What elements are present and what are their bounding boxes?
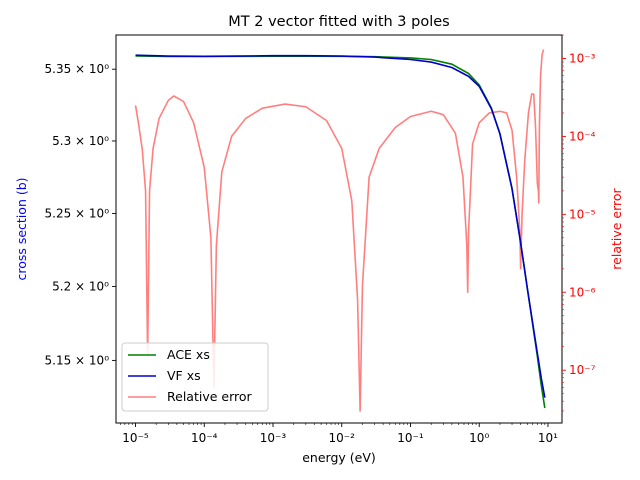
y-right-tick-label-1: 10⁻⁶	[569, 285, 596, 299]
x-tick-label-3: 10⁻²	[329, 431, 356, 445]
series-line-vf-xs	[135, 54, 546, 398]
x-tick-label-6: 10¹	[538, 431, 558, 445]
x-tick-label-5: 10⁰	[469, 431, 489, 445]
y-right-tick-label-3: 10⁻⁴	[569, 129, 596, 143]
y-axis-right-label: relative error	[609, 187, 624, 269]
legend-label-vf: VF xs	[167, 368, 201, 383]
series-line-relative-error	[134, 49, 545, 412]
y-left-tick-label-4: 5.35 × 10⁰	[45, 62, 110, 76]
series-layer	[134, 49, 546, 412]
y-left-tick-label-2: 5.25 × 10⁰	[45, 206, 110, 220]
legend-box	[121, 342, 269, 412]
x-axis-label: energy (eV)	[302, 450, 376, 465]
y-left-tick-label-1: 5.2 × 10⁰	[52, 280, 109, 294]
legend: ACE xs VF xs Relative error	[121, 342, 269, 412]
x-tick-label-0: 10⁻⁵	[122, 431, 149, 445]
legend-label-error: Relative error	[167, 389, 253, 404]
y-right-tick-label-0: 10⁻⁷	[569, 363, 596, 377]
y-left-tick-label-3: 5.3 × 10⁰	[52, 134, 109, 148]
plot-frame	[115, 34, 563, 424]
x-tick-label-1: 10⁻⁴	[191, 431, 218, 445]
chart-title: MT 2 vector fitted with 3 poles	[228, 14, 449, 30]
y-axis-left-label: cross section (b)	[14, 177, 29, 280]
legend-label-ace: ACE xs	[167, 347, 210, 362]
axis-layer: 10⁻⁵ 10⁻⁴ 10⁻³ 10⁻² 10⁻¹ 10⁰ 10¹ 5.15 × 10⁰ 5.2 …	[45, 34, 596, 445]
y-right-tick-label-4: 10⁻³	[569, 51, 596, 65]
x-tick-label-2: 10⁻³	[260, 431, 287, 445]
y-right-tick-label-2: 10⁻⁵	[569, 207, 596, 221]
x-tick-label-4: 10⁻¹	[397, 431, 424, 445]
y-left-tick-label-0: 5.15 × 10⁰	[45, 353, 110, 367]
